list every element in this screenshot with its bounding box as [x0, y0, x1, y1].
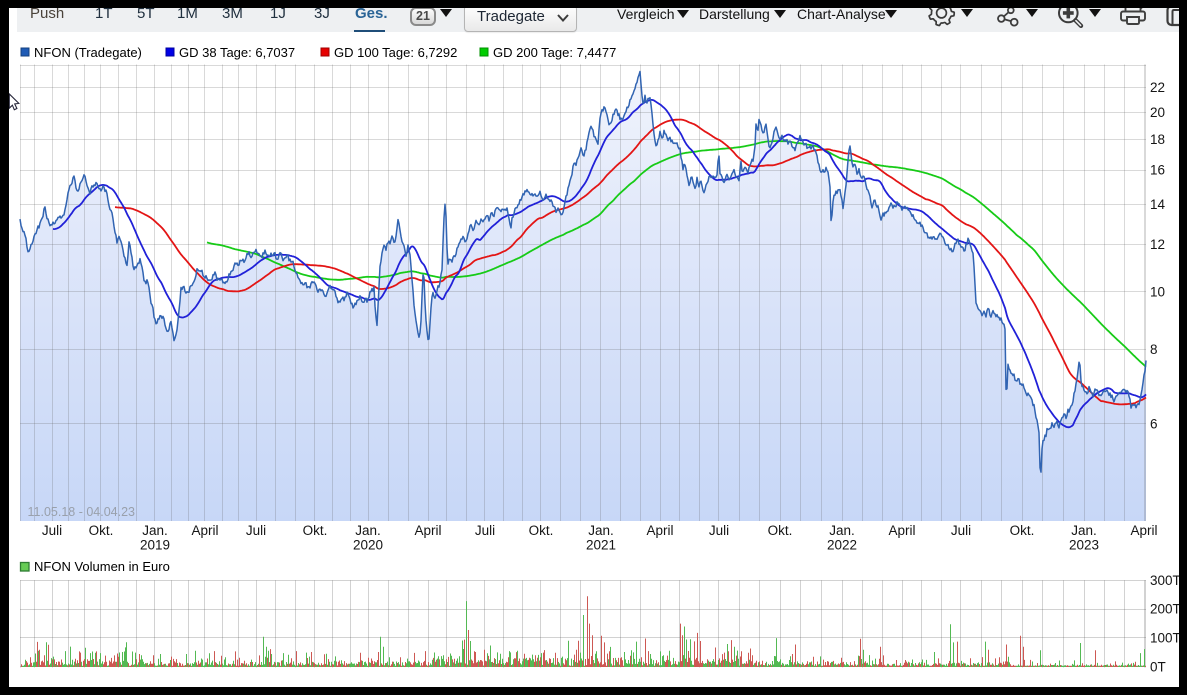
svg-text:GD 100 Tage: 6,7292: GD 100 Tage: 6,7292 [334, 45, 457, 60]
svg-text:Juli: Juli [951, 523, 971, 538]
svg-text:NFON (Tradegate): NFON (Tradegate) [34, 45, 142, 60]
svg-text:2021: 2021 [586, 538, 616, 553]
svg-text:Juli: Juli [475, 523, 495, 538]
svg-text:11.05.18 - 04.04.23: 11.05.18 - 04.04.23 [28, 505, 136, 519]
svg-text:100T: 100T [1150, 630, 1181, 645]
svg-text:Juli: Juli [709, 523, 729, 538]
svg-text:GD 200 Tage: 7,4477: GD 200 Tage: 7,4477 [493, 45, 616, 60]
svg-text:18: 18 [1150, 132, 1165, 147]
svg-text:Okt.: Okt. [1010, 523, 1035, 538]
svg-text:8: 8 [1150, 342, 1158, 357]
svg-text:22: 22 [1150, 80, 1165, 95]
svg-text:2020: 2020 [353, 538, 383, 553]
svg-text:Okt.: Okt. [768, 523, 793, 538]
svg-text:April: April [646, 523, 673, 538]
svg-text:April: April [414, 523, 441, 538]
svg-text:Jan.: Jan. [355, 523, 381, 538]
svg-text:2019: 2019 [140, 538, 170, 553]
svg-text:2022: 2022 [827, 538, 857, 553]
svg-text:NFON Volumen in Euro: NFON Volumen in Euro [34, 559, 170, 574]
svg-text:14: 14 [1150, 197, 1166, 212]
svg-text:200T: 200T [1150, 602, 1181, 617]
svg-text:300T: 300T [1150, 573, 1181, 588]
svg-text:Jan.: Jan. [829, 523, 855, 538]
svg-text:2023: 2023 [1069, 538, 1099, 553]
svg-text:Okt.: Okt. [89, 523, 114, 538]
svg-text:Juli: Juli [42, 523, 62, 538]
svg-text:April: April [191, 523, 218, 538]
svg-text:Okt.: Okt. [529, 523, 554, 538]
svg-text:April: April [1130, 523, 1157, 538]
svg-text:0T: 0T [1150, 659, 1166, 674]
svg-text:Okt.: Okt. [303, 523, 328, 538]
svg-text:April: April [888, 523, 915, 538]
svg-text:GD 38 Tage: 6,7037: GD 38 Tage: 6,7037 [179, 45, 295, 60]
svg-text:12: 12 [1150, 237, 1165, 252]
svg-text:6: 6 [1150, 417, 1158, 432]
svg-text:Jan.: Jan. [142, 523, 168, 538]
svg-text:Jan.: Jan. [588, 523, 614, 538]
svg-text:Juli: Juli [246, 523, 266, 538]
svg-text:Jan.: Jan. [1071, 523, 1097, 538]
svg-text:16: 16 [1150, 163, 1165, 178]
svg-text:10: 10 [1150, 284, 1165, 299]
svg-text:20: 20 [1150, 105, 1165, 120]
